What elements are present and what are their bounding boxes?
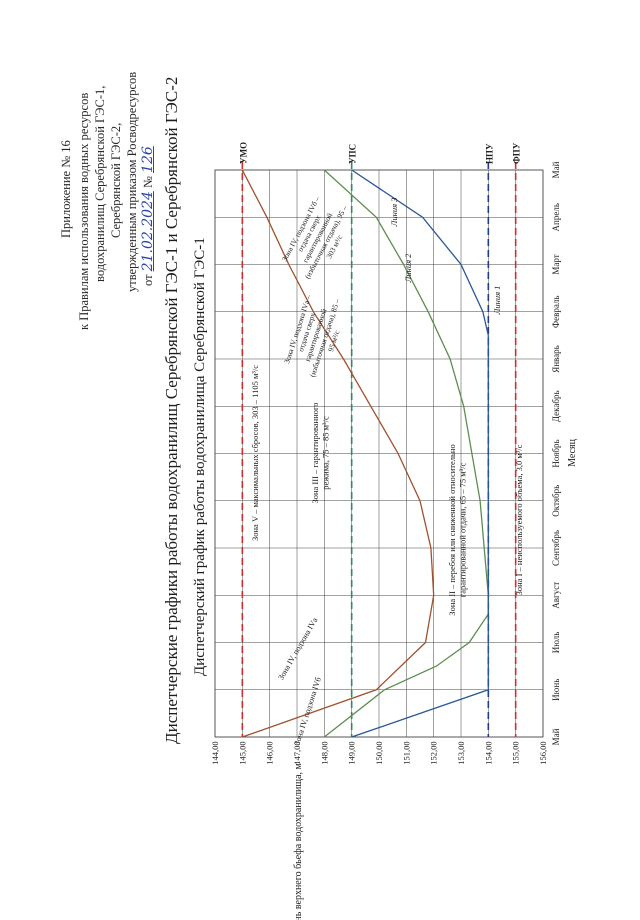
x-tick-label: Сентябрь — [551, 530, 561, 566]
series-lines — [241, 169, 489, 738]
x-tick-label: Февраль — [551, 295, 561, 328]
x-tick-label: Октябрь — [551, 485, 561, 517]
y-tick-label: 145,00 — [237, 741, 247, 764]
x-tick-label: Ноябрь — [551, 439, 561, 467]
y-tick-label: 147,00 — [292, 741, 302, 764]
y-tick-labels: 144,00 145,00 146,00 147,00 148,00 149,00 150,… — [210, 741, 548, 764]
x-tick-label: Июнь — [551, 679, 561, 701]
x-tick-label: Март — [551, 254, 561, 274]
series-label: Линия 2 — [403, 253, 413, 284]
reference-label: УПС — [348, 144, 358, 164]
series-line — [351, 169, 489, 738]
y-tick-label: 146,00 — [265, 741, 275, 764]
zone-label-line: Зона II – перебоя или сниженной относите… — [447, 444, 457, 615]
zone-label-line: режима, 75 – 85 м³/с — [321, 416, 331, 490]
zone-label: Зона III – гарантированногорежима, 75 – … — [310, 402, 331, 503]
zone-label: Зона I – неиспользуемого объема, 3,0 м³/… — [514, 444, 524, 595]
series-labels: Линия 1 Линия 2 Линия 3 — [389, 198, 502, 316]
reference-label: УМО — [238, 142, 248, 164]
zone-labels: Зона V – максимальных сбросов, 303 – 110… — [250, 190, 524, 747]
y-tick-label: 155,00 — [511, 741, 521, 764]
reference-levels: ФПУ НПУ УПС УМО — [238, 142, 522, 737]
x-tick-labels: Май Июнь Июль Август Сентябрь Октябрь Ноябрь Де… — [551, 161, 561, 745]
y-tick-label: 156,00 — [538, 741, 548, 764]
zone-label: Зона V – максимальных сбросов, 303 – 110… — [250, 365, 260, 541]
y-axis-label: Уровень верхнего бьефа водохранилища, м — [293, 762, 304, 920]
x-axis-label: Месяц — [567, 438, 578, 466]
y-tick-label: 150,00 — [374, 741, 384, 764]
y-tick-label: 152,00 — [429, 741, 439, 764]
x-tick-label: Август — [551, 582, 561, 609]
x-tick-label: Июль — [551, 632, 561, 654]
zone-label: Зона IV, подзона IVб –отдача сверхгарант… — [278, 190, 358, 284]
zone-label: Зона IV, подзона IVа –отдача сверхгарант… — [281, 289, 351, 381]
reference-label: НПУ — [484, 143, 494, 164]
zone-label-line: гарантированной отдачи, 65 – 75 м³/с — [458, 463, 468, 598]
zone-label: Зона II – перебоя или сниженной относите… — [447, 444, 468, 615]
x-tick-label: Январь — [551, 345, 561, 373]
y-tick-label: 153,00 — [456, 741, 466, 764]
grid-lines — [214, 169, 544, 738]
y-tick-label: 148,00 — [319, 741, 329, 764]
y-tick-label: 154,00 — [483, 741, 493, 764]
x-tick-label: Май — [551, 161, 561, 178]
y-tick-label: 151,00 — [401, 741, 411, 764]
series-line — [323, 169, 489, 738]
x-tick-label: Май — [551, 728, 561, 745]
y-tick-label: 144,00 — [210, 741, 220, 764]
x-tick-label: Апрель — [551, 203, 561, 231]
zone-label: Зона IV, подзона IVа — [276, 616, 319, 682]
series-line — [241, 169, 435, 738]
zone-label-line: Зона III – гарантированного — [310, 402, 320, 503]
series-label: Линия 1 — [492, 286, 502, 316]
reference-label: ФПУ — [512, 142, 522, 164]
series-label: Линия 3 — [389, 198, 399, 228]
x-tick-label: Декабрь — [551, 390, 561, 422]
y-tick-label: 149,00 — [347, 741, 357, 764]
